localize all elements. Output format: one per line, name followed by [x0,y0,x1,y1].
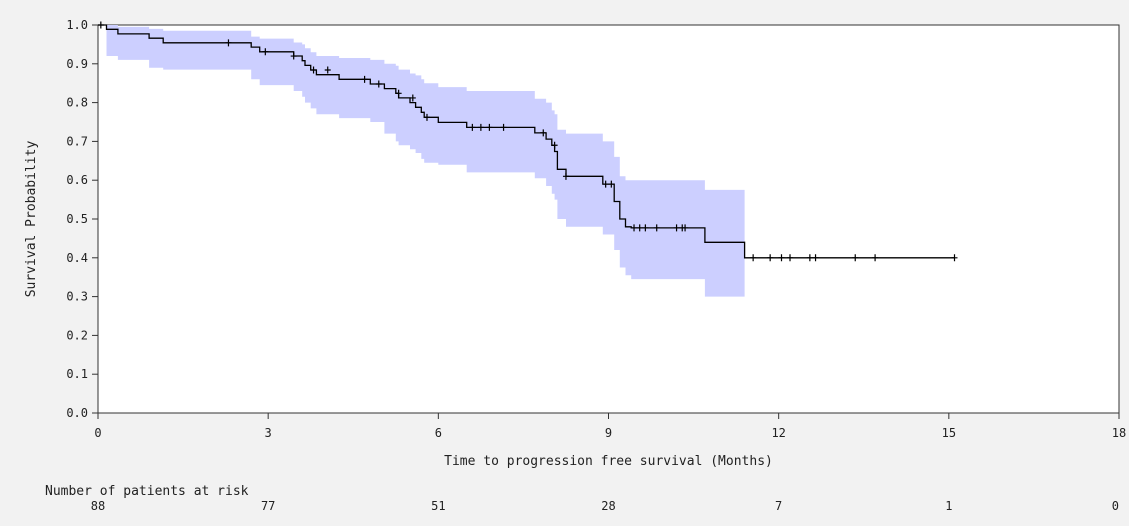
censor-mark [97,21,104,29]
y-tick-label: 0.8 [66,96,88,110]
y-tick-label: 0.3 [66,290,88,304]
y-tick-label: 0.9 [66,57,88,71]
censor-mark [375,80,382,88]
risk-count: 1 [945,499,952,513]
censor-mark [636,224,643,232]
censor-mark [395,89,402,97]
x-tick-label: 12 [771,426,785,440]
confidence-band [98,25,745,297]
risk-count: 51 [431,499,445,513]
censor-mark [423,113,430,121]
risk-count: 0 [1112,499,1119,513]
censor-mark [361,75,368,83]
censor-mark [951,254,958,262]
censor-mark [551,141,558,149]
censor-mark [778,254,785,262]
risk-count: 28 [601,499,615,513]
x-tick-label: 3 [265,426,272,440]
censor-mark [642,224,649,232]
x-tick-label: 0 [94,426,101,440]
x-axis: 0 3 6 9 12 15 18 [94,413,1126,440]
risk-count: 77 [261,499,275,513]
y-axis-label: Survival Probability [24,141,39,298]
censor-mark [602,180,609,188]
censor-marks-layer [97,21,958,262]
y-tick-label: 0.7 [66,134,88,148]
censor-mark [872,254,879,262]
censor-mark [653,224,660,232]
censor-mark [631,224,638,232]
censor-mark [750,254,757,262]
y-tick-label: 0.0 [66,406,88,420]
x-axis-label: Time to progression free survival (Month… [444,454,773,469]
y-tick-label: 1.0 [66,18,88,32]
censor-mark [477,123,484,131]
censor-mark [290,52,297,60]
censor-mark [469,123,476,131]
survival-step-line [98,24,955,259]
confidence-band-layer [98,25,745,297]
censor-mark [562,172,569,180]
censor-mark [787,254,794,262]
y-axis: 0.0 0.1 0.2 0.3 0.4 0.5 0.6 0.7 0.8 0.9 1.0 [66,18,98,420]
censor-mark [540,129,547,137]
risk-count: 7 [775,499,782,513]
censor-mark [812,254,819,262]
censor-mark [673,224,680,232]
censor-mark [767,254,774,262]
censor-mark [500,123,507,131]
censor-mark [806,254,813,262]
risk-table-counts: 88 77 51 28 7 1 0 [91,499,1119,513]
censor-mark [682,224,689,232]
y-tick-label: 0.6 [66,173,88,187]
y-tick-label: 0.4 [66,251,88,265]
censor-mark [262,48,269,56]
survival-line-layer [98,24,955,259]
y-tick-label: 0.1 [66,367,88,381]
censor-mark [310,66,317,74]
risk-table-label: Number of patients at risk [45,484,249,499]
censor-mark [324,66,331,74]
x-tick-label: 9 [605,426,612,440]
y-tick-label: 0.5 [66,212,88,226]
x-tick-label: 18 [1112,426,1126,440]
x-tick-label: 15 [942,426,956,440]
censor-mark [852,254,859,262]
censor-mark [225,39,232,47]
censor-mark [608,180,615,188]
censor-mark [409,94,416,102]
censor-mark [486,123,493,131]
y-tick-label: 0.2 [66,328,88,342]
risk-count: 88 [91,499,105,513]
x-tick-label: 6 [435,426,442,440]
